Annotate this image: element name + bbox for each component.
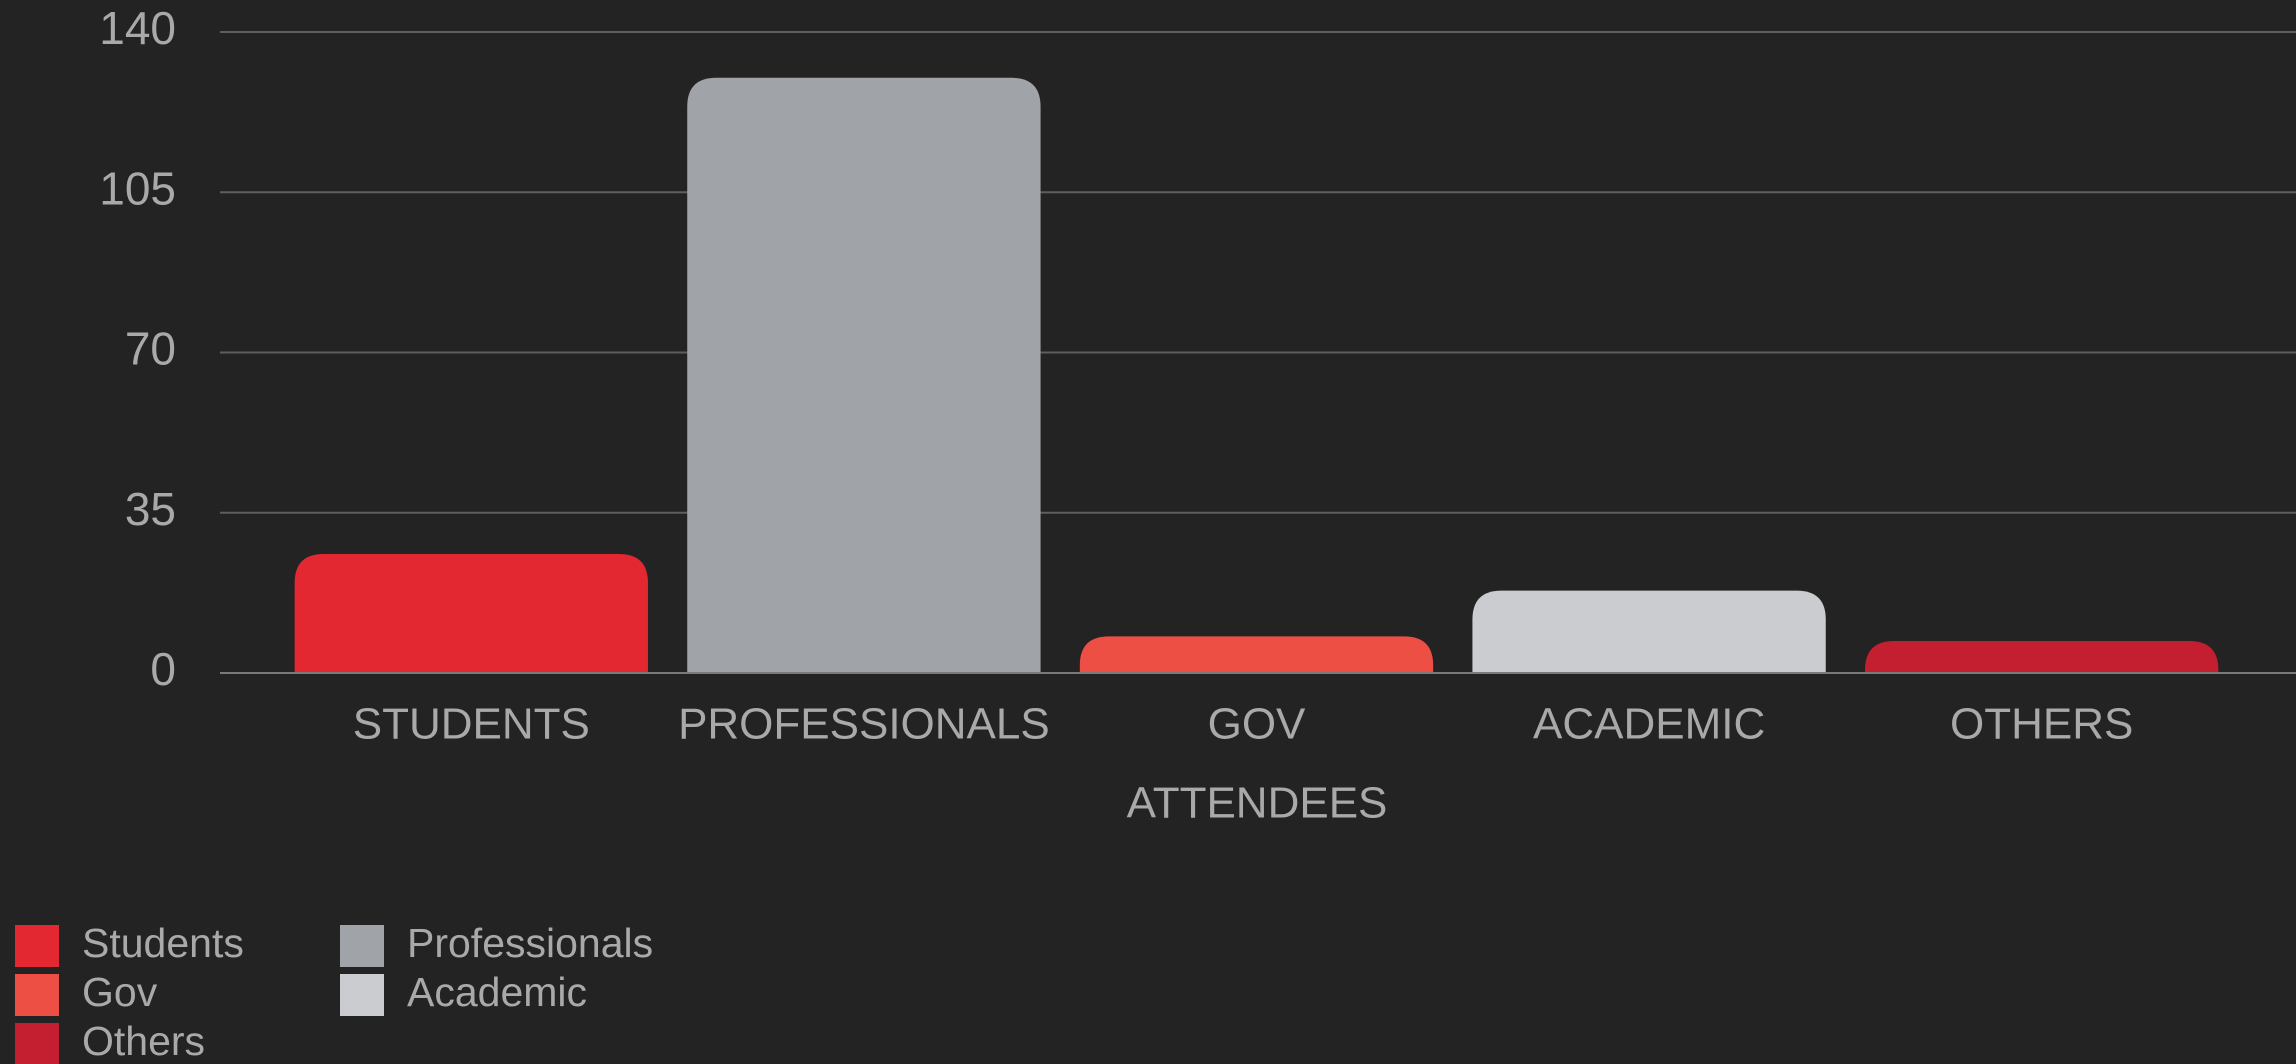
bar [687,77,1041,674]
x-tick-label: GOV [1208,700,1306,749]
y-tick-label: 105 [99,162,176,214]
bar [1472,590,1826,673]
bar [1865,640,2219,673]
legend-label: Others [82,1018,205,1064]
legend-swatch [15,974,59,1016]
x-axis-title: ATTENDEES [1127,779,1388,828]
legend-swatch [340,974,384,1016]
y-tick-label: 35 [125,483,176,535]
legend-swatch [340,925,384,967]
y-tick-label: 70 [125,323,176,375]
legend-label: Students [82,920,244,966]
legend-label: Academic [407,969,587,1015]
y-tick-label: 140 [99,2,176,54]
legend-label: Professionals [407,920,653,966]
legend-swatch [15,925,59,967]
x-tick-label: ACADEMIC [1533,700,1765,749]
legend-label: Gov [82,969,158,1015]
bar [294,553,648,673]
legend-swatch [15,1023,59,1064]
x-tick-label: OTHERS [1950,700,2133,749]
x-tick-label: STUDENTS [353,700,590,749]
y-tick-label: 0 [150,643,176,695]
x-tick-label: PROFESSIONALS [678,700,1050,749]
bar [1079,636,1434,673]
